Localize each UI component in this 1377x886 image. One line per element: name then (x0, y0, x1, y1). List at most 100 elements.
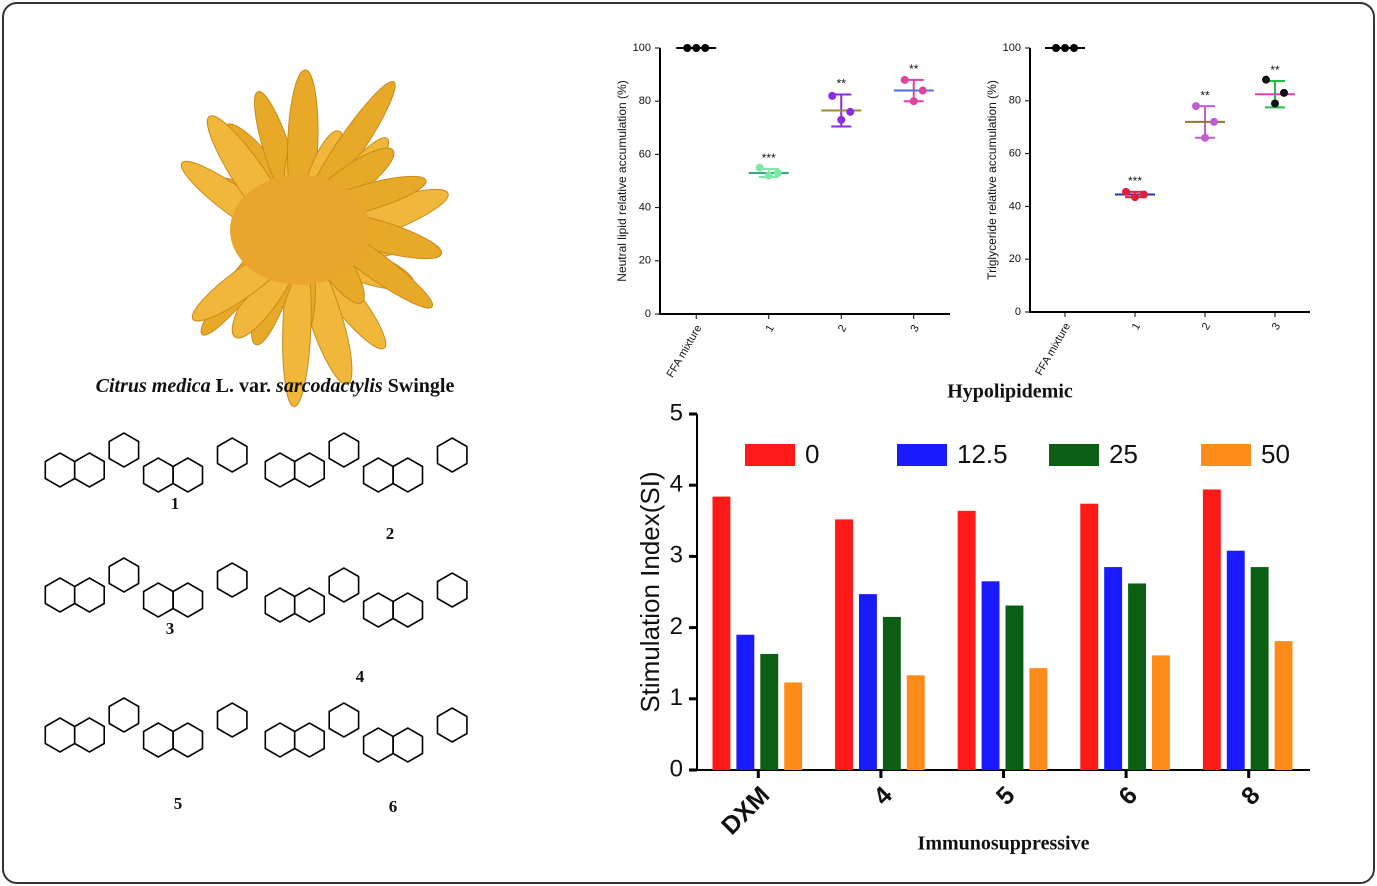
error-bar (1202, 489, 1221, 495)
error-bar (1250, 567, 1269, 578)
bar (1128, 586, 1147, 770)
error-bar (1005, 605, 1024, 610)
bar (1202, 493, 1221, 770)
bar (1250, 576, 1269, 770)
bar (906, 677, 925, 770)
point (692, 44, 701, 52)
y-tick-label: 5 (670, 399, 683, 426)
point (1052, 44, 1060, 52)
ring (216, 437, 248, 473)
point (755, 163, 764, 172)
point (909, 97, 918, 106)
error-bar (1152, 655, 1170, 666)
error-bar (858, 594, 877, 602)
ring (216, 562, 248, 598)
x-tick-label: 2 (1200, 321, 1213, 332)
point (1280, 88, 1288, 97)
y-axis-label: Neutral lipid relative accumulation (%) (615, 80, 629, 281)
ring (172, 582, 204, 618)
ring (172, 457, 204, 493)
point (1070, 44, 1078, 52)
bar (1029, 669, 1048, 770)
y-tick-label: 100 (633, 42, 651, 54)
point (846, 107, 855, 116)
x-tick-label: 1 (1130, 321, 1143, 332)
ring (172, 722, 204, 758)
ring (73, 717, 105, 753)
error-bar (760, 653, 779, 659)
y-tick-label: 2 (670, 613, 683, 640)
point (1210, 117, 1218, 126)
ring (73, 452, 105, 488)
ring (293, 722, 326, 758)
point (918, 86, 927, 95)
point (1140, 190, 1148, 199)
structures (44, 432, 468, 763)
point (828, 91, 837, 100)
y-axis-label: Stimulation Index(SI) (635, 471, 665, 712)
point (900, 75, 909, 84)
bar (1152, 664, 1170, 770)
caption-part: Citrus medica (96, 375, 211, 397)
y-tick-label: 60 (1009, 148, 1021, 160)
y-tick-label: 0 (670, 755, 683, 782)
compound-number: 5 (174, 794, 183, 813)
y-tick-label: 40 (639, 202, 651, 214)
ring (392, 727, 424, 763)
ring (436, 437, 468, 473)
compound-number: 2 (386, 524, 395, 543)
bar (712, 500, 731, 770)
bar (1274, 645, 1293, 770)
ring (436, 707, 468, 743)
ring (328, 567, 360, 603)
ring (293, 452, 326, 488)
ring (108, 697, 140, 733)
point (1061, 44, 1069, 52)
ring (293, 587, 326, 623)
x-tick-label: 3 (1270, 321, 1283, 332)
error-bar (906, 675, 925, 679)
ring (392, 457, 424, 493)
bar (736, 637, 755, 770)
compound-number: 4 (356, 667, 365, 686)
bar (1005, 608, 1024, 770)
error-bar (1226, 550, 1245, 558)
bar (1080, 508, 1099, 770)
bar (760, 657, 779, 770)
point (1192, 102, 1200, 111)
bar (1226, 556, 1245, 770)
point (1122, 187, 1130, 196)
legend-swatch (1049, 444, 1099, 466)
annotation: ** (1200, 88, 1210, 102)
ring (436, 572, 468, 608)
error-bar (957, 510, 976, 515)
y-axis-label: Triglyceride relative accumulation (%) (985, 80, 999, 280)
ring (108, 432, 140, 468)
section-label: Hypolipidemic (947, 381, 1073, 403)
point (1262, 75, 1270, 84)
error-bar (784, 682, 803, 688)
ring (216, 702, 248, 738)
point (764, 171, 773, 180)
legend-label: 50 (1261, 439, 1290, 469)
compound-number: 6 (389, 797, 398, 816)
ring (108, 557, 140, 593)
error-bar (1029, 668, 1048, 671)
y-tick-label: 0 (645, 308, 651, 320)
error-bar (1274, 641, 1293, 647)
annotation: ** (909, 62, 919, 76)
y-tick-label: 20 (639, 255, 651, 267)
x-tick-label: 3 (908, 323, 921, 334)
error-bar (1128, 583, 1147, 588)
x-axis-label: Immunosuppressive (918, 833, 1090, 855)
fruit-core (230, 175, 370, 285)
caption-part: sarcodactylis (275, 375, 383, 397)
compound-number: 1 (171, 494, 180, 513)
error-bar (882, 616, 901, 620)
ring (328, 702, 360, 738)
y-tick-label: 4 (670, 471, 683, 498)
point (701, 44, 710, 52)
y-tick-label: 20 (1009, 253, 1021, 265)
ring (328, 432, 360, 468)
